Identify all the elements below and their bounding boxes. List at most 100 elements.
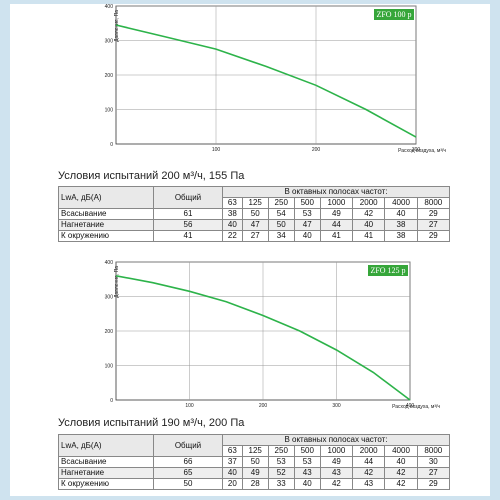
noise-table-1: LwA, дБ(А) Общий В октавных полосах част… xyxy=(58,186,451,242)
model-badge-label: ZFO 100 p xyxy=(376,10,411,19)
band-header: 1000 xyxy=(319,197,354,209)
y-tick-label: 200 xyxy=(105,73,114,79)
table-row: К окружению 50 20 28 33 40 42 43 42 29 xyxy=(58,478,451,490)
y-tick-label: 200 xyxy=(105,329,114,335)
cell: 43 xyxy=(319,467,354,479)
cell: 40 xyxy=(293,478,321,490)
cell: 54 xyxy=(267,208,295,220)
cell: 42 xyxy=(319,478,354,490)
cell: 47 xyxy=(241,219,269,231)
row-label: Нагнетание xyxy=(58,467,154,479)
cell: 29 xyxy=(416,478,451,490)
bands-header: В октавных полосах частот: xyxy=(222,186,450,198)
cell: 29 xyxy=(416,230,451,242)
cell: 40 xyxy=(352,219,386,231)
cell: 28 xyxy=(241,478,269,490)
row-total: 56 xyxy=(153,219,223,231)
test-conditions-1: Условия испытаний 200 м³/ч, 155 Па xyxy=(58,170,245,182)
cell: 20 xyxy=(222,478,243,490)
row-label: Всасывание xyxy=(58,456,154,468)
band-header: 8000 xyxy=(416,197,451,209)
row-total: 41 xyxy=(153,230,223,242)
band-header: 2000 xyxy=(352,445,386,457)
noise-table-2: LwA, дБ(А) Общий В октавных полосах част… xyxy=(58,434,451,490)
chart-zfo-100: 100 200 300 100 200 300 400 0 Давление, Па Расход… xyxy=(10,4,490,164)
model-badge xyxy=(374,9,414,20)
y-tick-label: 100 xyxy=(105,364,114,370)
cell: 49 xyxy=(319,456,354,468)
x-tick-label: 200 xyxy=(312,147,321,153)
row-label: Всасывание xyxy=(58,208,154,220)
band-header: 8000 xyxy=(416,445,451,457)
table-row: Нагнетание 56 40 47 50 47 44 40 38 27 xyxy=(58,219,451,231)
cell: 42 xyxy=(352,208,386,220)
band-header: 4000 xyxy=(384,197,418,209)
cell: 50 xyxy=(241,456,269,468)
x-tick-label: 300 xyxy=(332,403,341,409)
cell: 41 xyxy=(352,230,386,242)
cell: 50 xyxy=(241,208,269,220)
cell: 37 xyxy=(222,456,243,468)
cell: 49 xyxy=(319,208,354,220)
y-tick-label: 0 xyxy=(110,398,113,404)
row-label: К окружению xyxy=(58,478,154,490)
chart-bottom-svg: 100 200 300 400 100 200 300 400 0 Давление, Па Рас… xyxy=(105,260,441,410)
y-tick-label: 400 xyxy=(105,4,114,10)
band-header: 2000 xyxy=(352,197,386,209)
cell: 43 xyxy=(293,467,321,479)
cell: 44 xyxy=(352,456,386,468)
bands-header: В октавных полосах частот: xyxy=(222,434,450,446)
cell: 38 xyxy=(384,230,418,242)
test-conditions-2: Условия испытаний 190 м³/ч, 200 Па xyxy=(58,417,245,429)
lwa-header: LwA, дБ(А) xyxy=(58,434,154,457)
row-total: 50 xyxy=(153,478,223,490)
cell: 43 xyxy=(352,478,386,490)
cell: 34 xyxy=(267,230,295,242)
x-tick-label: 200 xyxy=(259,403,268,409)
cell: 53 xyxy=(267,456,295,468)
cell: 47 xyxy=(293,219,321,231)
x-axis-title: Расход воздуха, м³/ч xyxy=(392,404,440,410)
x-axis-title: Расход воздуха, м³/ч xyxy=(398,148,446,154)
cell: 27 xyxy=(416,219,451,231)
cell: 40 xyxy=(384,456,418,468)
x-tick-label: 400 xyxy=(406,403,415,409)
cell: 50 xyxy=(267,219,295,231)
cell: 38 xyxy=(384,219,418,231)
cell: 44 xyxy=(319,219,354,231)
model-badge-label: ZFO 125 p xyxy=(370,266,405,275)
row-label: К окружению xyxy=(58,230,154,242)
band-header: 1000 xyxy=(319,445,354,457)
band-header: 125 xyxy=(241,197,269,209)
cell: 42 xyxy=(352,467,386,479)
cell: 42 xyxy=(384,478,418,490)
chart-zfo-125: 100 200 300 400 100 200 300 400 0 Давление, Па Рас… xyxy=(10,252,490,412)
cell: 33 xyxy=(267,478,295,490)
band-header: 250 xyxy=(267,197,295,209)
document-sheet: 100 200 300 100 200 300 400 0 Давление, Па Расход… xyxy=(10,4,490,496)
cell: 40 xyxy=(384,208,418,220)
y-tick-label: 400 xyxy=(105,260,114,266)
cell: 49 xyxy=(241,467,269,479)
row-label: Нагнетание xyxy=(58,219,154,231)
cell: 29 xyxy=(416,208,451,220)
table-row: К окружению 41 22 27 34 40 41 41 38 29 xyxy=(58,230,451,242)
pressure-curve xyxy=(115,24,417,138)
y-tick-label: 0 xyxy=(110,142,113,148)
cell: 40 xyxy=(222,219,243,231)
table-row: Всасывание 61 38 50 54 53 49 42 40 29 xyxy=(58,208,451,220)
cell: 53 xyxy=(293,456,321,468)
y-tick-label: 300 xyxy=(105,295,114,301)
y-tick-label: 100 xyxy=(105,108,114,114)
cell: 27 xyxy=(241,230,269,242)
y-axis-title: Давление, Па xyxy=(114,266,120,298)
band-header: 4000 xyxy=(384,445,418,457)
cell: 40 xyxy=(222,467,243,479)
total-header: Общий xyxy=(153,186,223,209)
lwa-header: LwA, дБ(А) xyxy=(58,186,154,209)
cell: 38 xyxy=(222,208,243,220)
y-tick-label: 300 xyxy=(105,39,114,45)
row-total: 65 xyxy=(153,467,223,479)
cell: 27 xyxy=(416,467,451,479)
